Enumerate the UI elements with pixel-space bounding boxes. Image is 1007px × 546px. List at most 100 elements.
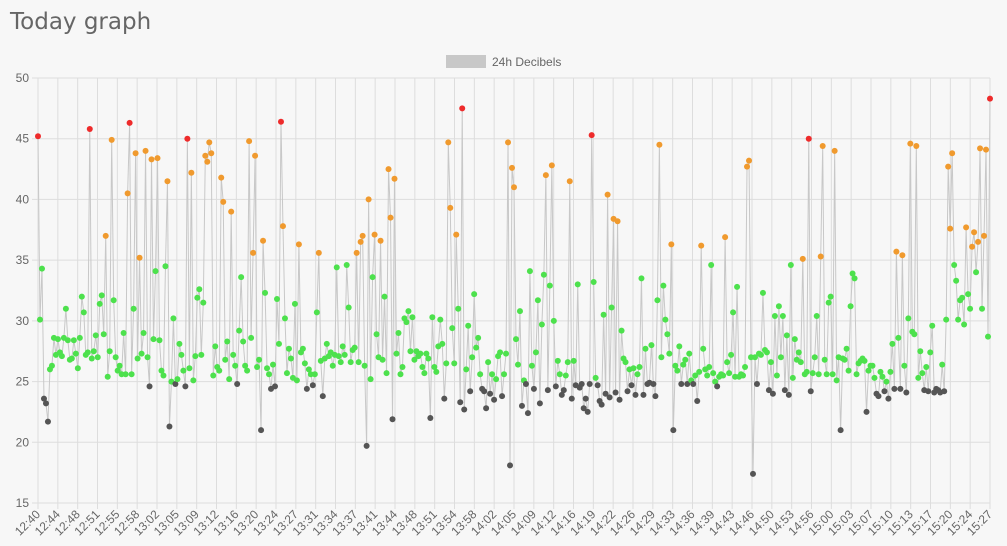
legend[interactable]: 24h Decibels bbox=[446, 55, 561, 69]
data-point[interactable] bbox=[335, 353, 342, 360]
data-point[interactable] bbox=[813, 313, 820, 319]
data-point[interactable] bbox=[381, 293, 388, 300]
data-point[interactable] bbox=[819, 143, 826, 149]
data-point[interactable] bbox=[487, 390, 494, 397]
data-point[interactable] bbox=[483, 405, 490, 412]
data-point[interactable] bbox=[554, 357, 561, 364]
data-point[interactable] bbox=[905, 315, 912, 322]
data-point[interactable] bbox=[895, 334, 902, 341]
data-point[interactable] bbox=[712, 378, 719, 385]
data-point[interactable] bbox=[128, 371, 135, 378]
data-point[interactable] bbox=[656, 141, 663, 148]
data-point[interactable] bbox=[178, 351, 185, 358]
data-point[interactable] bbox=[650, 381, 657, 387]
data-point[interactable] bbox=[837, 427, 844, 434]
data-point[interactable] bbox=[78, 293, 85, 300]
data-point[interactable] bbox=[771, 313, 778, 319]
data-point[interactable] bbox=[564, 359, 571, 366]
data-point[interactable] bbox=[668, 241, 675, 248]
data-point[interactable] bbox=[156, 337, 163, 344]
data-point[interactable] bbox=[122, 371, 129, 378]
data-point[interactable] bbox=[393, 350, 400, 357]
data-point[interactable] bbox=[497, 349, 504, 356]
data-point[interactable] bbox=[150, 336, 157, 343]
data-point[interactable] bbox=[530, 385, 537, 392]
data-point[interactable] bbox=[945, 163, 952, 170]
data-point[interactable] bbox=[379, 356, 386, 363]
data-point[interactable] bbox=[146, 383, 153, 390]
data-point[interactable] bbox=[522, 381, 529, 387]
data-point[interactable] bbox=[369, 274, 376, 281]
data-point[interactable] bbox=[242, 362, 249, 369]
data-point[interactable] bbox=[54, 336, 61, 343]
data-point[interactable] bbox=[642, 345, 649, 352]
data-point[interactable] bbox=[803, 368, 810, 375]
data-point[interactable] bbox=[807, 388, 814, 395]
data-point[interactable] bbox=[148, 156, 155, 163]
data-point[interactable] bbox=[714, 383, 721, 390]
data-point[interactable] bbox=[580, 405, 587, 412]
data-point[interactable] bbox=[409, 314, 416, 321]
data-point[interactable] bbox=[588, 132, 595, 139]
data-point[interactable] bbox=[84, 349, 91, 356]
data-point[interactable] bbox=[985, 333, 992, 340]
data-point[interactable] bbox=[514, 361, 521, 368]
data-point[interactable] bbox=[184, 135, 191, 142]
data-point[interactable] bbox=[594, 382, 601, 389]
data-point[interactable] bbox=[102, 232, 109, 239]
data-point[interactable] bbox=[971, 229, 978, 236]
data-point[interactable] bbox=[367, 376, 374, 383]
data-point[interactable] bbox=[608, 304, 615, 311]
data-point[interactable] bbox=[206, 139, 213, 146]
data-point[interactable] bbox=[949, 150, 956, 157]
data-point[interactable] bbox=[728, 351, 735, 358]
data-point[interactable] bbox=[765, 387, 772, 394]
data-point[interactable] bbox=[891, 385, 898, 392]
data-point[interactable] bbox=[632, 391, 639, 398]
data-point[interactable] bbox=[987, 95, 993, 102]
data-point[interactable] bbox=[246, 138, 253, 145]
data-point[interactable] bbox=[68, 355, 75, 362]
data-point[interactable] bbox=[628, 382, 635, 389]
data-point[interactable] bbox=[389, 416, 396, 423]
data-point[interactable] bbox=[913, 143, 920, 149]
data-point[interactable] bbox=[337, 359, 344, 366]
data-point[interactable] bbox=[443, 360, 450, 367]
data-point[interactable] bbox=[339, 343, 346, 350]
data-point[interactable] bbox=[749, 470, 756, 477]
data-point[interactable] bbox=[126, 119, 133, 126]
data-point[interactable] bbox=[475, 334, 482, 341]
data-point[interactable] bbox=[746, 157, 753, 164]
data-point[interactable] bbox=[578, 381, 585, 387]
data-point[interactable] bbox=[879, 373, 886, 380]
data-point[interactable] bbox=[548, 162, 555, 169]
data-point[interactable] bbox=[357, 238, 364, 245]
data-point[interactable] bbox=[421, 370, 428, 377]
data-point[interactable] bbox=[534, 297, 541, 304]
data-point[interactable] bbox=[142, 147, 149, 154]
data-point[interactable] bbox=[186, 365, 193, 372]
data-point[interactable] bbox=[158, 367, 165, 374]
data-point[interactable] bbox=[202, 152, 209, 159]
data-point[interactable] bbox=[618, 327, 625, 334]
data-point[interactable] bbox=[311, 371, 318, 378]
data-point[interactable] bbox=[465, 322, 472, 329]
data-point[interactable] bbox=[112, 354, 119, 361]
data-point[interactable] bbox=[140, 330, 147, 336]
data-point[interactable] bbox=[875, 393, 882, 400]
data-point[interactable] bbox=[425, 355, 432, 362]
data-point[interactable] bbox=[437, 316, 444, 323]
data-point[interactable] bbox=[586, 381, 593, 387]
data-point[interactable] bbox=[88, 355, 95, 362]
data-point[interactable] bbox=[582, 395, 589, 402]
data-point[interactable] bbox=[696, 368, 703, 375]
data-point[interactable] bbox=[160, 372, 167, 379]
data-point[interactable] bbox=[36, 316, 43, 323]
data-point[interactable] bbox=[678, 381, 685, 387]
data-point[interactable] bbox=[138, 350, 145, 357]
data-point[interactable] bbox=[899, 252, 906, 259]
data-point[interactable] bbox=[180, 367, 187, 374]
data-point[interactable] bbox=[192, 353, 199, 360]
data-point[interactable] bbox=[315, 249, 322, 256]
data-point[interactable] bbox=[630, 365, 637, 372]
